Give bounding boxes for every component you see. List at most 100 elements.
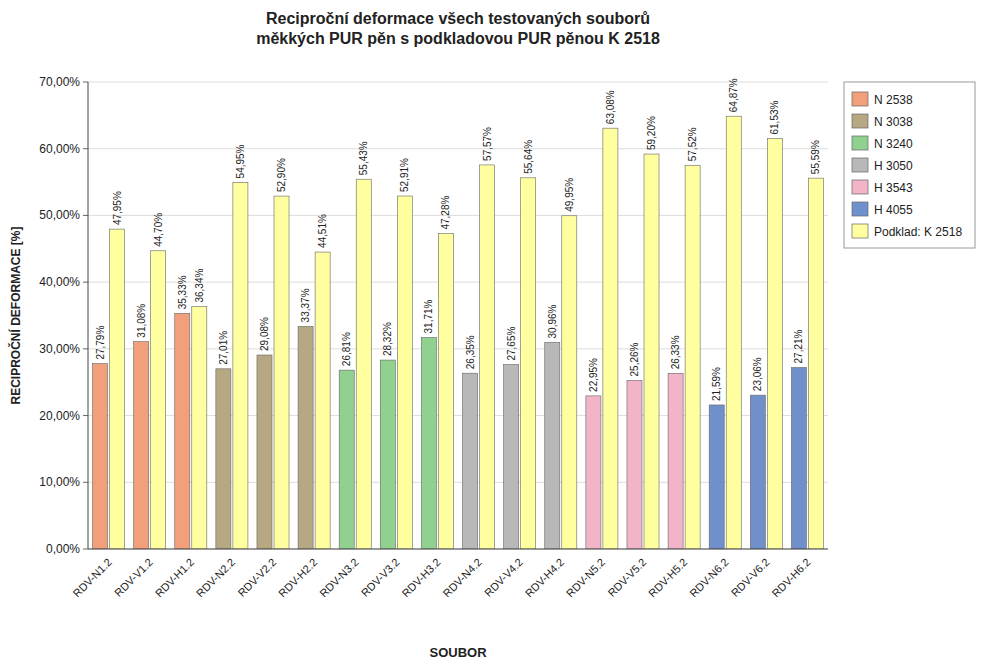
y-tick: [83, 482, 88, 483]
grid: [88, 82, 828, 549]
bar: [808, 178, 823, 549]
data-label: 29,08%: [259, 317, 270, 351]
data-label: 57,52%: [687, 127, 698, 161]
legend: N 2538N 3038N 3240H 3050H 3543H 4055Podk…: [844, 82, 975, 248]
bar: [521, 178, 536, 549]
bar: [586, 396, 601, 549]
data-label: 47,95%: [112, 191, 123, 225]
data-label: 26,81%: [341, 332, 352, 366]
data-label: 55,64%: [523, 140, 534, 174]
x-tick-label: RDV-V6.2: [729, 556, 772, 599]
x-tick-label: RDV-V2.2: [235, 556, 278, 599]
bar: [339, 370, 354, 549]
data-label: 61,53%: [769, 100, 780, 134]
y-tick-label: 70,00%: [39, 75, 80, 89]
legend-label: N 3240: [874, 137, 913, 151]
y-tick: [83, 549, 88, 550]
data-label: 57,57%: [482, 127, 493, 161]
legend-box: [844, 82, 975, 248]
chart-svg: 0,00%10,00%20,00%30,00%40,00%50,00%60,00…: [0, 0, 983, 671]
bar: [175, 313, 190, 549]
bar: [151, 251, 166, 549]
data-label: 59,20%: [646, 116, 657, 150]
bar: [463, 373, 478, 549]
bars: [93, 116, 824, 549]
legend-label: Podklad: K 2518: [874, 225, 962, 239]
data-label: 27,65%: [506, 327, 517, 361]
grid-line: [88, 549, 828, 550]
bar: [134, 342, 149, 549]
data-label: 22,95%: [588, 358, 599, 392]
data-label: 26,33%: [670, 335, 681, 369]
data-label: 23,06%: [752, 357, 763, 391]
data-label: 49,95%: [564, 178, 575, 212]
data-label: 44,70%: [153, 213, 164, 247]
bar: [298, 326, 313, 549]
data-label: 44,51%: [317, 214, 328, 248]
y-tick: [83, 215, 88, 216]
bar: [545, 342, 560, 549]
legend-label: H 4055: [874, 203, 913, 217]
bar: [685, 165, 700, 549]
x-axis-label: SOUBOR: [429, 645, 487, 660]
data-label: 25,26%: [629, 342, 640, 376]
x-tick-label: RDV-N3.2: [317, 556, 361, 600]
data-label: 64,87%: [728, 78, 739, 112]
x-tick-label: RDV-N1.2: [70, 556, 114, 600]
data-label: 52,90%: [276, 158, 287, 192]
data-label: 26,35%: [465, 335, 476, 369]
data-label: 27,01%: [218, 331, 229, 365]
legend-swatch: [852, 180, 868, 194]
y-tick-label: 10,00%: [39, 475, 80, 489]
bar: [93, 364, 108, 549]
bar: [438, 234, 453, 549]
bar: [504, 365, 519, 549]
legend-swatch: [852, 202, 868, 216]
data-label: 55,43%: [358, 141, 369, 175]
bar: [644, 154, 659, 549]
data-label: 55,59%: [810, 140, 821, 174]
bar: [668, 373, 683, 549]
data-labels: 27,79%47,95%31,08%44,70%35,33%36,34%27,0…: [95, 78, 822, 401]
legend-swatch: [852, 158, 868, 172]
legend-label: N 3038: [874, 115, 913, 129]
y-tick-label: 0,00%: [46, 542, 80, 556]
bar: [257, 355, 272, 549]
x-tick-label: RDV-N2.2: [194, 556, 238, 600]
y-axis: 0,00%10,00%20,00%30,00%40,00%50,00%60,00…: [39, 75, 88, 556]
data-label: 27,21%: [793, 329, 804, 363]
y-tick-label: 50,00%: [39, 208, 80, 222]
data-label: 21,59%: [711, 367, 722, 401]
data-label: 47,28%: [440, 196, 451, 230]
x-axis-line: [88, 549, 828, 550]
bar: [480, 165, 495, 549]
x-tick-label: RDV-H5.2: [646, 556, 690, 600]
y-tick-label: 40,00%: [39, 275, 80, 289]
bar: [750, 395, 765, 549]
bar: [380, 360, 395, 549]
data-label: 35,33%: [177, 275, 188, 309]
y-tick: [83, 282, 88, 283]
x-tick-label: RDV-V1.2: [112, 556, 155, 599]
grid-line: [88, 148, 828, 149]
bar: [192, 307, 207, 549]
x-tick-label: RDV-H1.2: [153, 556, 197, 600]
y-tick: [83, 148, 88, 149]
legend-swatch: [852, 224, 868, 238]
data-label: 33,37%: [300, 288, 311, 322]
bar: [216, 369, 231, 549]
data-label: 36,34%: [194, 269, 205, 303]
x-tick-label: RDV-V3.2: [359, 556, 402, 599]
x-tick-label: RDV-H4.2: [523, 556, 567, 600]
legend-swatch: [852, 136, 868, 150]
data-label: 31,71%: [423, 299, 434, 333]
x-axis: RDV-N1.2RDV-V1.2RDV-H1.2RDV-N2.2RDV-V2.2…: [70, 556, 812, 600]
y-tick-label: 30,00%: [39, 342, 80, 356]
chart-container: 0,00%10,00%20,00%30,00%40,00%50,00%60,00…: [0, 0, 983, 671]
bar: [562, 216, 577, 549]
y-tick-label: 60,00%: [39, 142, 80, 156]
y-tick: [83, 82, 88, 83]
y-tick: [83, 415, 88, 416]
data-label: 27,79%: [95, 326, 106, 360]
y-tick: [83, 348, 88, 349]
